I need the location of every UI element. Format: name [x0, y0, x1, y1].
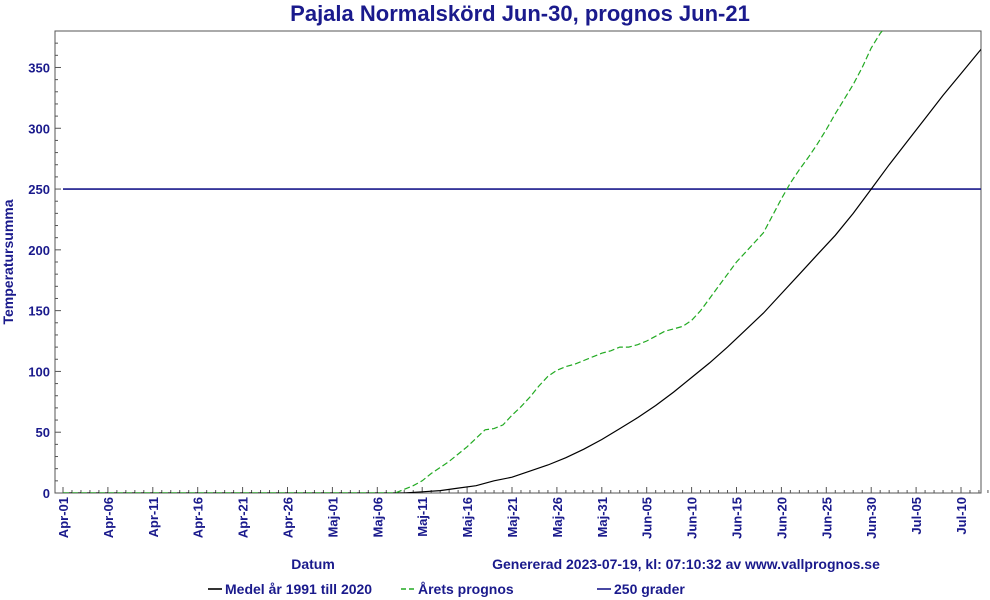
y-tick-label: 250: [28, 182, 50, 197]
legend-label: Årets prognos: [418, 581, 514, 597]
y-tick-label: 150: [28, 304, 50, 319]
y-tick-label: 300: [28, 121, 50, 136]
x-tick-label: Jul-10: [954, 497, 969, 535]
x-tick-label: Maj-21: [505, 497, 520, 537]
x-axis: Apr-01 Apr-06 Apr-11 Apr-16 Apr-21 Apr-26 Maj-…: [56, 487, 990, 539]
generated-text: Genererad 2023-07-19, kl: 07:10:32 av ww…: [492, 556, 880, 572]
chart-title: Pajala Normalskörd Jun-30, prognos Jun-2…: [290, 1, 750, 26]
x-tick-label: Apr-16: [191, 497, 206, 538]
legend-label: Medel år 1991 till 2020: [225, 581, 372, 597]
x-tick-label: Maj-26: [550, 497, 565, 537]
x-tick-label: Jun-05: [640, 497, 655, 539]
x-tick-label: Apr-01: [56, 497, 71, 538]
x-tick-label: Jun-25: [819, 497, 834, 539]
x-tick-label: Maj-01: [325, 497, 340, 537]
x-tick-label: Apr-06: [101, 497, 116, 538]
x-tick-label: Jun-10: [685, 497, 700, 539]
plot-border: [54, 30, 982, 494]
y-axis-label: Temperatursumma: [0, 199, 16, 324]
y-tick-label: 50: [36, 425, 50, 440]
x-tick-label: Jun-30: [864, 497, 879, 539]
x-tick-label: Apr-26: [281, 497, 296, 538]
x-tick-label: Maj-11: [415, 497, 430, 537]
x-tick-label: Maj-16: [460, 497, 475, 537]
x-tick-label: Jul-05: [909, 497, 924, 535]
x-tick-label: Jun-20: [774, 497, 789, 539]
x-tick-label: Maj-06: [370, 497, 385, 537]
series-layer: [63, 31, 981, 493]
y-tick-label: 100: [28, 364, 50, 379]
y-axis: 0 50 100 150 200 250 300 350: [28, 30, 61, 501]
plot-frame: [54, 30, 982, 494]
x-tick-label: Apr-11: [146, 497, 161, 537]
x-tick-label: Maj-31: [595, 497, 610, 537]
y-tick-label: 200: [28, 243, 50, 258]
x-axis-label: Datum: [291, 556, 335, 572]
series-line-2: [63, 31, 883, 493]
legend-item: Medel år 1991 till 2020: [208, 581, 372, 597]
legend: Medel år 1991 till 2020 Årets prognos 250 …: [208, 581, 685, 597]
y-tick-label: 350: [28, 60, 50, 75]
legend-item: 250 grader: [597, 581, 685, 597]
x-tick-label: Jun-15: [730, 497, 745, 539]
y-tick-label: 0: [43, 486, 50, 501]
legend-item: Årets prognos: [401, 581, 514, 597]
legend-label: 250 grader: [614, 581, 685, 597]
series-line-1: [63, 48, 981, 493]
x-tick-label: Apr-21: [236, 497, 251, 538]
